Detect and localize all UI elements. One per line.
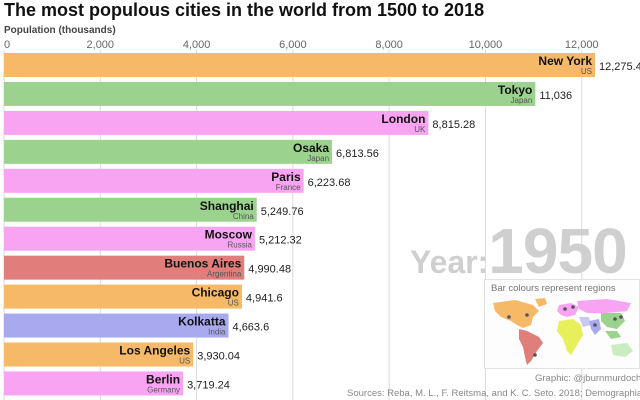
bar — [4, 342, 194, 367]
x-tick-label: 2,000 — [87, 39, 115, 51]
bar — [4, 168, 304, 193]
bar — [4, 284, 242, 309]
bar-city-label: Los Angeles — [119, 344, 190, 358]
legend-title: Bar colours represent regions — [491, 283, 616, 294]
bar-city-label: Buenos Aires — [164, 257, 241, 271]
map-middle-east — [579, 317, 591, 327]
bar-value-label: 5,212.32 — [259, 235, 302, 247]
bar-country-label: Japan — [511, 96, 533, 105]
map-city-dot — [507, 315, 511, 319]
map-city-dot — [593, 323, 597, 327]
bar-city-label: Tokyo — [498, 83, 532, 97]
bar-city-label: Kolkatta — [178, 315, 226, 329]
bar-country-label: UK — [414, 125, 426, 134]
bar-country-label: Japan — [307, 154, 329, 163]
map-australia — [611, 343, 633, 357]
bar-country-label: Germany — [147, 385, 180, 394]
bar-value-label: 4,990.48 — [248, 264, 291, 276]
bar — [4, 139, 333, 164]
x-tick-label: 12,000 — [565, 39, 599, 51]
map-city-dot — [533, 353, 537, 357]
bar-city-label: New York — [538, 54, 592, 68]
bar — [4, 53, 596, 77]
bar-country-label: Russia — [227, 241, 252, 250]
chart-title: The most populous cities in the world fr… — [4, 0, 485, 20]
bar — [4, 226, 255, 251]
map-city-dot — [525, 313, 529, 317]
year-value: 1950 — [488, 215, 627, 287]
bar-country-label: US — [228, 299, 239, 308]
map-north-america — [493, 300, 539, 328]
axis-title: Population (thousands) — [4, 25, 116, 36]
region-legend: Bar colours represent regions — [484, 279, 640, 369]
bar-country-label: US — [581, 67, 592, 76]
year-display: Year:1950 — [410, 214, 628, 288]
bar-value-label: 4,663.6 — [233, 322, 270, 334]
bar — [4, 197, 257, 222]
bar-value-label: 6,813.56 — [336, 148, 379, 160]
map-greenland — [535, 298, 547, 307]
world-map-icon — [493, 298, 633, 365]
bar-city-label: London — [381, 112, 425, 126]
map-latin-america — [519, 329, 543, 365]
bar-city-label: Shanghai — [200, 199, 254, 213]
x-tick-label: 0 — [4, 39, 10, 51]
map-south-asia — [589, 319, 601, 335]
bar-value-label: 8,815.28 — [432, 119, 475, 131]
map-city-dot — [619, 315, 623, 319]
bar-value-label: 3,930.04 — [197, 351, 240, 363]
map-city-dot — [563, 307, 567, 311]
bar — [4, 81, 536, 106]
graphic-credit: Graphic: @jburnmurdoch — [535, 373, 640, 384]
bar-country-label: India — [208, 328, 226, 337]
x-tick-label: 4,000 — [183, 39, 211, 51]
bar-city-label: Paris — [271, 170, 301, 184]
bar-country-label: Argentina — [207, 270, 242, 279]
bar-value-label: 6,223.68 — [308, 177, 351, 189]
x-tick-label: 6,000 — [279, 39, 307, 51]
bar-value-label: 5,249.76 — [261, 206, 304, 218]
map-city-dot — [571, 305, 575, 309]
sources-note: Sources: Reba, M. L., F. Reitsma, and K.… — [347, 388, 640, 399]
map-city-dot — [613, 317, 617, 321]
bar — [4, 255, 245, 280]
map-southeast-asia — [605, 331, 621, 339]
year-label: Year: — [410, 244, 489, 280]
bar — [4, 313, 229, 338]
x-tick-label: 10,000 — [469, 39, 503, 51]
bar-city-label: Osaka — [293, 141, 329, 155]
bar-city-label: Berlin — [146, 372, 180, 386]
map-russia — [577, 299, 631, 313]
bar-city-label: Moscow — [205, 228, 253, 242]
bar — [4, 110, 429, 135]
x-tick-label: 8,000 — [375, 39, 403, 51]
bar-country-label: US — [179, 357, 190, 366]
map-east-asia — [601, 313, 625, 329]
bar-value-label: 11,036 — [539, 90, 572, 102]
bar-value-label: 4,941.6 — [246, 293, 283, 305]
bar-city-label: Chicago — [192, 286, 239, 300]
bar — [4, 371, 184, 396]
bar-country-label: China — [233, 212, 254, 221]
map-africa — [557, 319, 583, 355]
map-europe — [557, 303, 579, 317]
bar-value-label: 12,275.4 — [599, 61, 640, 73]
bar-country-label: France — [276, 183, 301, 192]
bar-value-label: 3,719.24 — [187, 379, 230, 391]
